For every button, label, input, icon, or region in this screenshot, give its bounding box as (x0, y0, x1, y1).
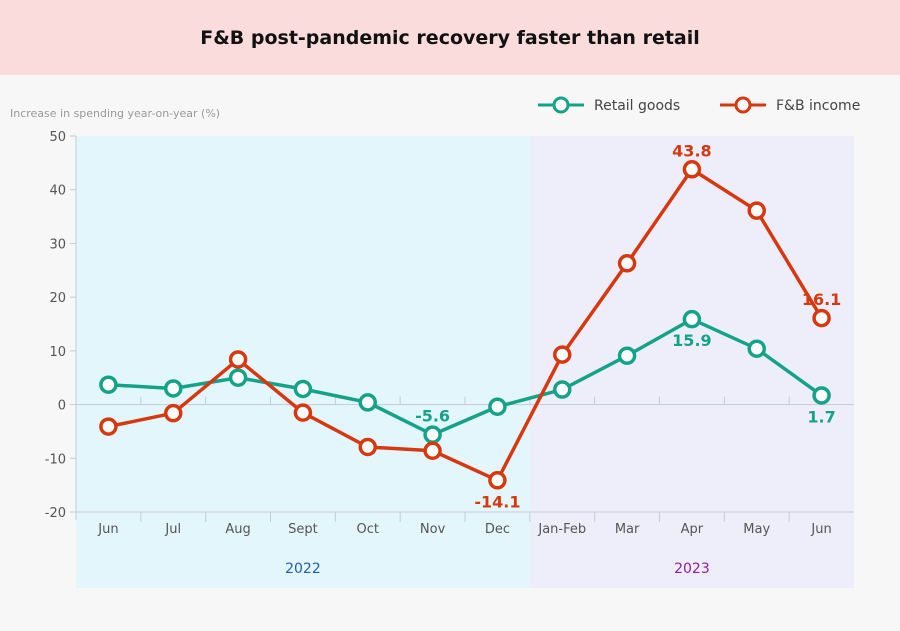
x-tick-label: Jul (164, 522, 181, 537)
y-tick-label: 30 (49, 237, 66, 252)
data-point (99, 417, 118, 436)
data-point (164, 403, 183, 423)
y-tick-label: 50 (49, 130, 66, 145)
data-label: -5.6 (415, 407, 450, 426)
data-point (423, 425, 442, 444)
data-point (228, 368, 248, 387)
data-label: 16.1 (802, 290, 841, 309)
chart-title: F&B post-pandemic recovery faster than r… (200, 26, 700, 49)
legend-marker (734, 96, 752, 114)
year-band-2022 (76, 136, 530, 588)
title-banner: F&B post-pandemic recovery faster than r… (0, 0, 900, 75)
data-point (99, 375, 118, 394)
data-point (488, 397, 507, 416)
x-tick-label: Mar (615, 522, 640, 537)
data-point (358, 437, 377, 457)
y-tick-label: -20 (45, 506, 66, 521)
x-tick-label: Nov (420, 522, 446, 537)
data-point (164, 379, 183, 398)
series-line-0 (108, 317, 823, 437)
data-point (488, 471, 507, 490)
year-band-2023 (529, 136, 854, 588)
x-tick-label: May (743, 522, 770, 537)
y-tick-label: -10 (45, 452, 66, 467)
year-label: 2023 (674, 561, 710, 577)
data-point (617, 254, 637, 273)
x-tick-label: Jun (810, 522, 831, 537)
data-point (358, 393, 377, 412)
data-point (617, 346, 637, 365)
x-tick-label: Aug (225, 522, 250, 537)
data-point (423, 441, 442, 461)
y-tick-label: 0 (58, 399, 66, 414)
x-tick-label: Sept (288, 522, 318, 537)
data-point (747, 201, 766, 220)
legend-marker (552, 96, 570, 114)
y-axis-label: Increase in spending year-on-year (%) (10, 107, 220, 120)
data-point (553, 345, 572, 364)
data-point (293, 403, 313, 422)
data-label: 1.7 (807, 407, 835, 426)
data-point (293, 379, 313, 399)
year-label: 2022 (285, 561, 321, 577)
y-tick-label: 40 (49, 184, 66, 199)
legend-label: F&B income (776, 98, 860, 114)
data-point (747, 339, 766, 358)
data-point (812, 386, 831, 405)
y-tick-label: 10 (49, 345, 66, 360)
x-tick-label: Apr (681, 522, 704, 537)
data-point (228, 350, 248, 369)
data-point (812, 308, 831, 328)
x-tick-label: Oct (357, 522, 379, 537)
series-line-1 (108, 166, 824, 483)
x-tick-label: Dec (485, 522, 510, 537)
legend-label: Retail goods (594, 98, 680, 114)
data-label: -14.1 (474, 492, 520, 511)
data-point (682, 160, 702, 179)
x-tick-label: Jan-Feb (537, 522, 586, 537)
x-tick-label: Jun (97, 522, 118, 537)
data-label: 43.8 (672, 141, 711, 160)
data-label: 15.9 (672, 331, 711, 350)
y-tick-label: 20 (49, 291, 66, 306)
data-point (553, 380, 572, 399)
data-point (682, 309, 702, 329)
